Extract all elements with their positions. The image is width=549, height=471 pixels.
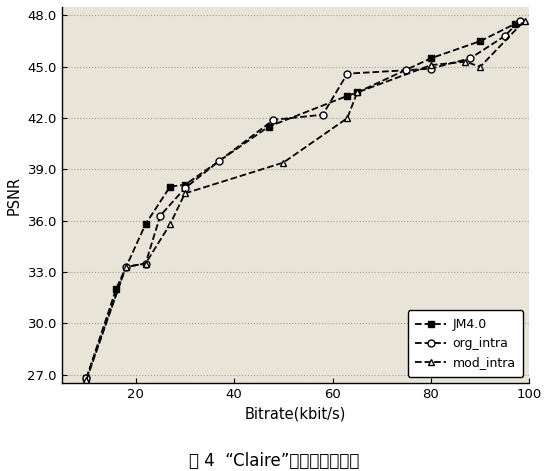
mod_intra bbox=[477, 64, 484, 70]
org_intra bbox=[467, 56, 474, 61]
mod_intra bbox=[280, 160, 287, 165]
mod_intra bbox=[344, 115, 351, 121]
JM4.0 bbox=[477, 38, 484, 44]
Y-axis label: PSNR: PSNR bbox=[7, 176, 22, 215]
org_intra bbox=[270, 117, 277, 122]
org_intra bbox=[428, 65, 434, 71]
org_intra bbox=[83, 375, 90, 381]
Text: 图 4  “Claire”序列的率失真曲: 图 4 “Claire”序列的率失真曲 bbox=[189, 452, 360, 470]
org_intra bbox=[142, 260, 149, 266]
org_intra bbox=[182, 186, 188, 191]
JM4.0 bbox=[113, 286, 119, 292]
JM4.0 bbox=[83, 375, 90, 381]
mod_intra bbox=[182, 191, 188, 196]
mod_intra bbox=[462, 59, 469, 65]
JM4.0 bbox=[344, 93, 351, 99]
JM4.0 bbox=[167, 184, 173, 189]
org_intra bbox=[216, 158, 223, 164]
org_intra bbox=[502, 33, 508, 39]
mod_intra bbox=[142, 260, 149, 266]
mod_intra bbox=[354, 89, 361, 95]
JM4.0 bbox=[354, 89, 361, 95]
mod_intra bbox=[167, 221, 173, 227]
org_intra bbox=[403, 67, 410, 73]
org_intra bbox=[344, 71, 351, 76]
org_intra bbox=[157, 213, 164, 219]
org_intra bbox=[122, 264, 129, 270]
mod_intra bbox=[122, 264, 129, 270]
org_intra bbox=[320, 112, 326, 118]
mod_intra bbox=[521, 18, 528, 24]
Legend: JM4.0, org_intra, mod_intra: JM4.0, org_intra, mod_intra bbox=[407, 310, 523, 377]
X-axis label: Bitrate(kbit/s): Bitrate(kbit/s) bbox=[245, 406, 346, 422]
JM4.0 bbox=[265, 124, 272, 130]
JM4.0 bbox=[142, 221, 149, 227]
JM4.0 bbox=[428, 56, 434, 61]
Line: JM4.0: JM4.0 bbox=[83, 21, 518, 382]
mod_intra bbox=[83, 377, 90, 382]
Line: mod_intra: mod_intra bbox=[83, 17, 528, 383]
mod_intra bbox=[428, 62, 434, 68]
JM4.0 bbox=[182, 182, 188, 187]
org_intra bbox=[516, 18, 523, 24]
Line: org_intra: org_intra bbox=[83, 17, 523, 382]
JM4.0 bbox=[511, 21, 518, 27]
